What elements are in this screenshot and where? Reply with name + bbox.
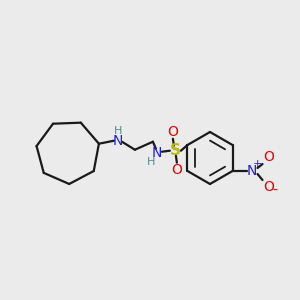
Text: N: N bbox=[152, 146, 162, 160]
Text: O: O bbox=[167, 125, 178, 139]
Text: N: N bbox=[246, 164, 257, 178]
Text: -: - bbox=[272, 184, 277, 198]
Text: O: O bbox=[263, 150, 274, 164]
Text: O: O bbox=[263, 180, 274, 194]
Text: N: N bbox=[113, 134, 123, 148]
Text: H: H bbox=[114, 126, 122, 136]
Text: H: H bbox=[147, 157, 155, 167]
Text: +: + bbox=[253, 159, 262, 169]
Text: O: O bbox=[172, 163, 182, 177]
Text: S: S bbox=[169, 143, 180, 158]
